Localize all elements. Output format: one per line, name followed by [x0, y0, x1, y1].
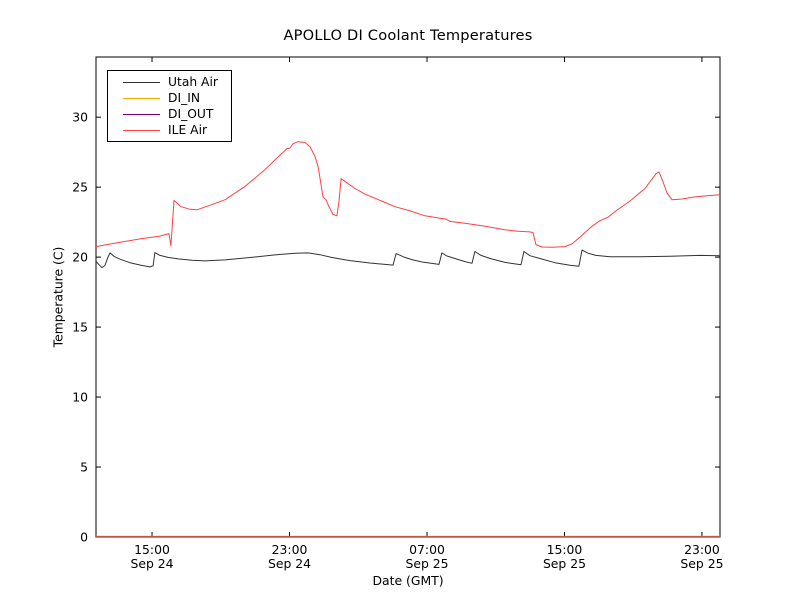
- y-axis-label: Temperature (C): [50, 246, 66, 348]
- legend-label: ILE Air: [168, 122, 208, 137]
- legend-entry: ILE Air: [123, 123, 229, 138]
- chart-title: APOLLO DI Coolant Temperatures: [283, 27, 533, 44]
- y-tick-label: 5: [80, 459, 88, 474]
- y-tick-label: 30: [72, 110, 88, 125]
- legend-entry: DI_OUT: [123, 107, 229, 122]
- y-tick-label: 20: [72, 250, 88, 265]
- legend-entry: DI_IN: [123, 91, 229, 106]
- x-tick-label-time: 15:00: [134, 542, 170, 557]
- legend-line-sample: [123, 129, 160, 131]
- x-axis-label: Date (GMT): [372, 573, 444, 588]
- x-tick-label-date: Sep 25: [543, 556, 586, 571]
- legend: Utah Air DI_IN DI_OUT ILE Air: [107, 70, 232, 142]
- x-tick-label-date: Sep 25: [680, 556, 723, 571]
- y-tick-label: 15: [72, 319, 88, 334]
- y-tick-label: 10: [72, 389, 88, 404]
- series-line-utah-air: [95, 249, 721, 269]
- x-tick-label-time: 07:00: [409, 542, 445, 557]
- x-tick-label-date: Sep 24: [268, 556, 311, 571]
- x-tick-label-time: 23:00: [684, 542, 720, 557]
- legend-label: Utah Air: [168, 74, 218, 89]
- y-tick-label: 25: [72, 180, 88, 195]
- legend-label: DI_IN: [168, 90, 201, 105]
- legend-line-sample: [123, 113, 160, 115]
- legend-entry: Utah Air: [123, 75, 229, 90]
- y-tick-label: 0: [80, 529, 88, 544]
- x-tick-label-time: 23:00: [272, 542, 308, 557]
- legend-line-sample: [123, 81, 160, 83]
- x-tick-label-date: Sep 24: [130, 556, 173, 571]
- x-tick-label-date: Sep 25: [405, 556, 448, 571]
- x-tick-label-time: 15:00: [547, 542, 583, 557]
- legend-label: DI_OUT: [168, 106, 214, 121]
- legend-line-sample: [123, 97, 160, 99]
- series-line-ile-air: [95, 141, 721, 248]
